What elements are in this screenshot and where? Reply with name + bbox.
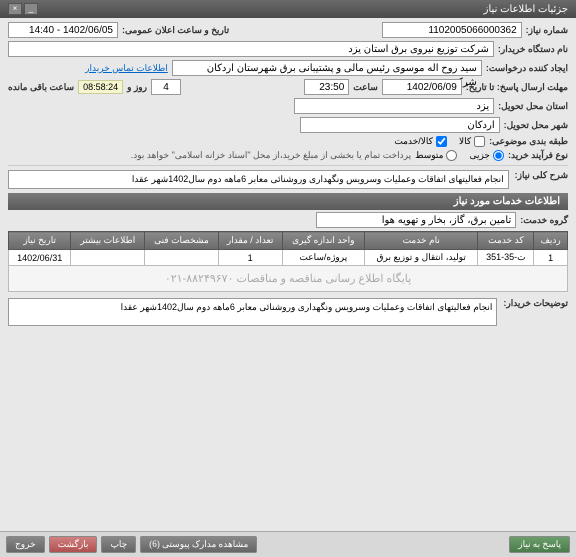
main-desc-text: انجام فعالیتهای اتفاقات وعملیات وسرویس و… <box>8 170 509 189</box>
need-no-field: 1102005066000362 <box>382 22 522 38</box>
buyer-notes-text: انجام فعالیتهای اتفاقات وعملیات وسرویس و… <box>8 298 497 326</box>
announce-label: تاریخ و ساعت اعلان عمومی: <box>122 25 229 36</box>
medium-label: متوسط <box>415 150 443 161</box>
window-titlebar: جزئیات اطلاعات نیاز _ × <box>0 0 576 18</box>
table-row[interactable]: 1 ت-35-351 تولید، انتقال و توزیع برق پرو… <box>9 250 568 266</box>
close-icon[interactable]: × <box>8 3 22 15</box>
province-label: استان محل تحویل: <box>498 101 568 112</box>
col-idx: ردیف <box>534 232 568 250</box>
service-checkbox[interactable]: کالا/خدمت <box>394 136 447 147</box>
exit-button[interactable]: خروج <box>6 536 45 553</box>
creator-label: ایجاد کننده درخواست: <box>486 63 568 74</box>
announce-field: 1402/06/05 - 14:40 <box>8 22 118 38</box>
cell-code: ت-35-351 <box>478 250 534 266</box>
partial-radio-input[interactable] <box>493 150 504 161</box>
footer-bar: پاسخ به نیاز مشاهده مدارک پیوستی (6) چاپ… <box>0 531 576 557</box>
print-button[interactable]: چاپ <box>101 536 136 553</box>
reply-button[interactable]: پاسخ به نیاز <box>509 536 570 553</box>
group-label: گروه خدمت: <box>520 215 568 226</box>
cell-idx: 1 <box>534 250 568 266</box>
goods-checkbox-input[interactable] <box>474 136 485 147</box>
cell-spec <box>145 250 218 266</box>
buyer-field: شرکت توزیع نیروی برق استان یزد <box>8 41 494 57</box>
creator-field: سید روح اله موسوی رئیس مالی و پشتیبانی ب… <box>172 60 482 76</box>
buyer-label: نام دستگاه خریدار: <box>498 44 568 55</box>
deadline-label: مهلت ارسال پاسخ: تا تاریخ: <box>466 82 568 93</box>
remaining-time: 08:58:24 <box>78 80 123 94</box>
medium-radio-input[interactable] <box>446 150 457 161</box>
cell-date: 1402/06/31 <box>9 250 71 266</box>
partial-radio[interactable]: جزیی <box>469 150 504 161</box>
city-label: شهر محل تحویل: <box>504 120 568 131</box>
cell-unit: پروژه/ساعت <box>282 250 364 266</box>
col-code: کد خدمت <box>478 232 534 250</box>
col-name: نام خدمت <box>364 232 477 250</box>
window-title: جزئیات اطلاعات نیاز <box>484 4 568 15</box>
time-label: ساعت <box>353 82 378 93</box>
section-header: اطلاعات خدمات مورد نیاز <box>8 193 568 210</box>
buyer-notes-label: توضیحات خریدار: <box>503 298 568 309</box>
col-qty: تعداد / مقدار <box>218 232 282 250</box>
contact-link[interactable]: اطلاعات تماس خریدار <box>85 63 168 74</box>
service-label: کالا/خدمت <box>394 136 433 147</box>
group-field: تامین برق، گاز، بخار و تهویه هوا <box>316 212 516 228</box>
view-docs-button[interactable]: مشاهده مدارک پیوستی (6) <box>140 536 257 553</box>
province-field: یزد <box>294 98 494 114</box>
deadline-time-field: 23:50 <box>304 79 349 95</box>
goods-checkbox[interactable]: کالا <box>459 136 485 147</box>
cell-more <box>71 250 145 266</box>
col-spec: مشخصات فنی <box>145 232 218 250</box>
minimize-icon[interactable]: _ <box>24 3 38 15</box>
process-note: پرداخت تمام یا بخشی از مبلغ خرید،از محل … <box>131 150 411 161</box>
category-label: طبقه بندی موضوعی: <box>489 136 568 147</box>
services-table: ردیف کد خدمت نام خدمت واحد اندازه گیری ت… <box>8 231 568 292</box>
col-date: تاریخ نیاز <box>9 232 71 250</box>
cell-qty: 1 <box>218 250 282 266</box>
days-field: 4 <box>151 79 181 95</box>
back-button[interactable]: بازگشت <box>49 536 98 553</box>
deadline-date-field: 1402/06/09 <box>382 79 462 95</box>
partial-label: جزیی <box>469 150 490 161</box>
process-label: نوع فرآیند خرید: <box>508 150 568 161</box>
col-more: اطلاعات بیشتر <box>71 232 145 250</box>
city-field: اردکان <box>300 117 500 133</box>
remaining-label: ساعت باقی مانده <box>8 82 74 93</box>
col-unit: واحد اندازه گیری <box>282 232 364 250</box>
cell-name: تولید، انتقال و توزیع برق <box>364 250 477 266</box>
goods-label: کالا <box>459 136 471 147</box>
watermark-text: پایگاه اطلاع رسانی مناقصه و مناقصات ۸۸۲۴… <box>9 266 568 292</box>
service-checkbox-input[interactable] <box>436 136 447 147</box>
days-label: روز و <box>127 82 147 93</box>
main-desc-label: شرح کلی نیاز: <box>515 170 568 181</box>
medium-radio[interactable]: متوسط <box>415 150 457 161</box>
need-no-label: شماره نیاز: <box>526 25 568 36</box>
watermark-row: پایگاه اطلاع رسانی مناقصه و مناقصات ۸۸۲۴… <box>9 266 568 292</box>
